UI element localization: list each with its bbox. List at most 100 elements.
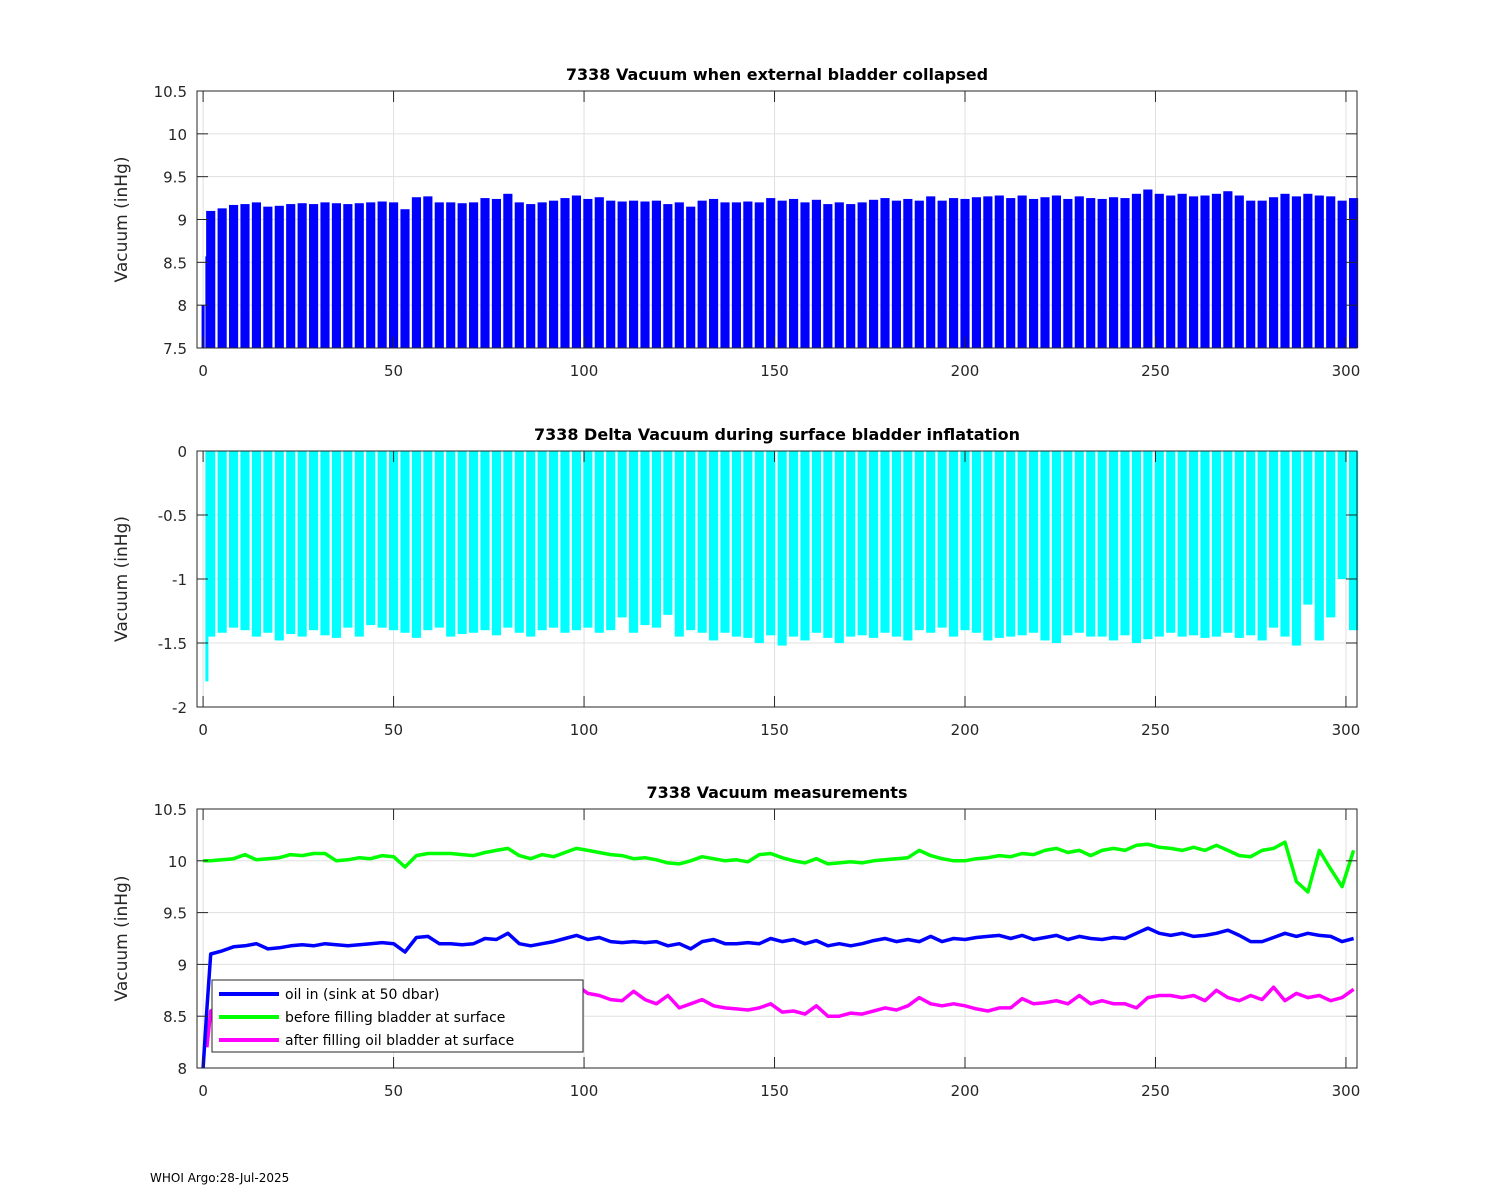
bar xyxy=(800,451,810,641)
x-tick-label: 100 xyxy=(570,362,599,380)
x-tick-label: 300 xyxy=(1332,1082,1361,1100)
bar xyxy=(491,198,501,348)
bar xyxy=(1314,195,1324,348)
y-tick-label: -1.5 xyxy=(158,635,187,653)
bar xyxy=(1051,195,1061,348)
bar xyxy=(1326,196,1336,348)
bar xyxy=(1109,451,1119,641)
bar xyxy=(1337,451,1347,579)
bar xyxy=(560,198,570,348)
bar xyxy=(754,451,764,643)
bar xyxy=(206,210,216,348)
x-tick-label: 50 xyxy=(384,362,403,380)
bar xyxy=(937,200,947,348)
y-tick-label: 8 xyxy=(177,1060,187,1078)
bar xyxy=(1109,197,1119,348)
bar xyxy=(926,196,936,348)
bar xyxy=(811,451,821,633)
bar xyxy=(1040,197,1050,348)
bar xyxy=(366,451,376,626)
bar xyxy=(1029,451,1039,633)
bar xyxy=(857,451,867,636)
bar xyxy=(503,451,513,628)
bar xyxy=(549,200,559,348)
bar xyxy=(846,451,856,637)
bar xyxy=(1097,451,1107,637)
bar xyxy=(1246,451,1256,636)
bar xyxy=(1257,451,1267,641)
bar xyxy=(743,451,753,638)
bar xyxy=(640,201,650,348)
bar xyxy=(1097,198,1107,348)
y-tick-label: -0.5 xyxy=(158,507,187,525)
bar xyxy=(1223,191,1233,348)
bar xyxy=(354,203,364,348)
bar xyxy=(343,451,353,628)
bar xyxy=(571,451,581,631)
bar xyxy=(1211,193,1221,348)
x-tick-label: 200 xyxy=(951,362,980,380)
bar xyxy=(423,451,433,631)
bar xyxy=(1280,193,1290,348)
bar xyxy=(263,451,273,633)
x-tick-label: 150 xyxy=(760,721,789,739)
bar xyxy=(697,200,707,348)
bar xyxy=(343,204,353,348)
bar xyxy=(377,201,387,348)
bar xyxy=(686,451,696,631)
bar xyxy=(1349,451,1359,631)
bar xyxy=(709,451,719,641)
bar xyxy=(1291,196,1301,348)
axes-box xyxy=(196,808,1358,1069)
bar xyxy=(1063,198,1073,348)
bar xyxy=(571,195,581,348)
bar xyxy=(1223,451,1233,633)
bar xyxy=(1154,193,1164,348)
bar xyxy=(629,451,639,633)
bar xyxy=(503,193,513,348)
x-tick-label: 250 xyxy=(1141,1082,1170,1100)
bar xyxy=(1314,451,1324,641)
bar xyxy=(400,451,410,633)
bar xyxy=(263,206,273,348)
x-tick-label: 150 xyxy=(760,362,789,380)
bar xyxy=(480,198,490,348)
bar xyxy=(606,200,616,348)
bar xyxy=(891,200,901,348)
y-tick-label: 10.5 xyxy=(154,801,187,819)
bar xyxy=(457,203,467,348)
bar xyxy=(1040,451,1050,641)
y-tick-label: 9 xyxy=(177,212,187,230)
bar xyxy=(1074,451,1084,633)
bar xyxy=(1303,193,1313,348)
bar xyxy=(891,451,901,637)
bar xyxy=(446,451,456,637)
x-tick-label: 250 xyxy=(1141,362,1170,380)
bar xyxy=(1234,451,1244,638)
bar xyxy=(1177,451,1187,637)
x-tick-label: 300 xyxy=(1332,362,1361,380)
bar xyxy=(1143,451,1153,640)
bar xyxy=(526,451,536,637)
y-tick-label: 10 xyxy=(168,853,187,871)
bar xyxy=(834,451,844,643)
bar xyxy=(1257,200,1267,348)
bar xyxy=(777,451,787,646)
y-tick-label: 8.5 xyxy=(163,254,187,272)
bar xyxy=(1303,451,1313,605)
bar xyxy=(720,451,730,633)
bar xyxy=(1337,200,1347,348)
bar xyxy=(411,197,421,348)
bar xyxy=(274,451,284,641)
bar xyxy=(1143,189,1153,348)
bar xyxy=(1086,198,1096,348)
bar xyxy=(1189,451,1199,636)
bar xyxy=(217,208,227,348)
bar xyxy=(777,200,787,348)
x-tick-label: 0 xyxy=(198,1082,208,1100)
bar xyxy=(1120,198,1130,348)
bar xyxy=(1006,451,1016,637)
plot-vacuum-measurements: 0 50 100 150 200 250 300 8 8.5 9 9.5 10 10.5 7338 Vac… xyxy=(112,783,1360,1100)
bar xyxy=(766,198,776,348)
